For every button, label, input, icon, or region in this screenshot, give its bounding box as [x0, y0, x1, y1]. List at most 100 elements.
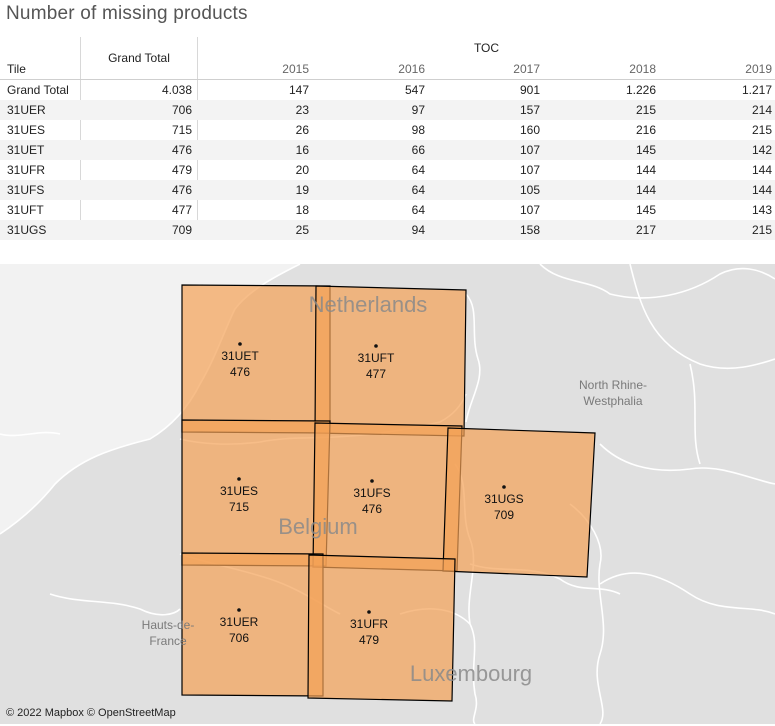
- tile-marker-31UET: [238, 342, 242, 346]
- tile-polygons: [181, 284, 596, 702]
- region-label-nrw-line2: Westphalia: [583, 394, 642, 408]
- row-value: 18: [295, 203, 309, 217]
- toc-group-header: TOC: [473, 41, 500, 55]
- year-header-2019: 2019: [745, 62, 772, 76]
- row-value: 144: [751, 183, 772, 197]
- region-label-hdf-line1: Hauts-de-: [142, 618, 195, 632]
- tile-value-31UFT: 477: [366, 367, 386, 381]
- row-tile: 31UFS: [7, 183, 45, 197]
- table-row: 31UES 715 26 98 160 216 215: [0, 120, 775, 140]
- sea-area: [0, 264, 300, 534]
- tile-31UFR[interactable]: [307, 554, 456, 702]
- row-value: 1.226: [625, 83, 656, 97]
- row-value: 26: [295, 123, 309, 137]
- tile-name-31UET: 31UET: [221, 349, 259, 363]
- row-value: 547: [404, 83, 425, 97]
- row-value: 107: [519, 163, 540, 177]
- row-value: 97: [411, 103, 425, 117]
- row-tile: 31UET: [7, 143, 45, 157]
- row-value: 20: [295, 163, 309, 177]
- year-header-2017: 2017: [513, 62, 540, 76]
- row-value: 1.217: [741, 83, 772, 97]
- tile-value-31UER: 706: [229, 631, 249, 645]
- region-label-hdf-line2: France: [149, 634, 187, 648]
- row-grand-total: 709: [171, 223, 192, 237]
- row-value: 25: [295, 223, 309, 237]
- row-value: 215: [751, 123, 772, 137]
- row-value: 64: [411, 203, 425, 217]
- table-row: 31UER 706 23 97 157 215 214: [0, 100, 775, 120]
- table-row: 31UFT 477 18 64 107 145 143: [0, 200, 775, 220]
- missing-products-table: Tile Grand Total TOC 2015 2016 2017 2018…: [0, 37, 775, 240]
- row-grand-total: 715: [171, 123, 192, 137]
- tile-name-31UFS: 31UFS: [353, 486, 390, 500]
- region-label-luxembourg: Luxembourg: [410, 661, 532, 686]
- tile-value-31UFS: 476: [362, 502, 382, 516]
- row-value: 142: [751, 143, 772, 157]
- year-header-2015: 2015: [282, 62, 309, 76]
- tile-value-31UFR: 479: [359, 633, 379, 647]
- row-value: 19: [295, 183, 309, 197]
- row-value: 217: [635, 223, 656, 237]
- row-value: 214: [751, 103, 772, 117]
- tile-marker-31UFT: [374, 344, 378, 348]
- region-label-netherlands: Netherlands: [309, 292, 428, 317]
- row-value: 105: [519, 183, 540, 197]
- year-header-2016: 2016: [398, 62, 425, 76]
- row-value: 145: [635, 203, 656, 217]
- table-row: 31UGS 709 25 94 158 217 215: [0, 220, 775, 240]
- row-grand-total: 476: [171, 143, 192, 157]
- row-value: 66: [411, 143, 425, 157]
- row-grand-total: 477: [171, 203, 192, 217]
- row-tile: 31UFT: [7, 203, 44, 217]
- row-value: 144: [635, 163, 656, 177]
- table-row-grand-total: Grand Total 4.038 147 547 901 1.226 1.21…: [0, 80, 775, 100]
- row-value: 64: [411, 183, 425, 197]
- tile-labels: 31UET 476 31UFT 477 31UES 715 31UFS 476 …: [220, 342, 524, 647]
- row-grand-total: 4.038: [161, 83, 192, 97]
- tile-marker-31UER: [237, 608, 241, 612]
- chart-title: Number of missing products: [6, 3, 248, 24]
- row-tile: 31UES: [7, 123, 46, 137]
- tile-marker-31UES: [237, 477, 241, 481]
- tile-map[interactable]: Netherlands Belgium Luxembourg North Rhi…: [0, 264, 775, 724]
- tile-31UGS[interactable]: [442, 427, 596, 578]
- row-value: 158: [519, 223, 540, 237]
- row-grand-total: 476: [171, 183, 192, 197]
- row-grand-total: 706: [171, 103, 192, 117]
- row-value: 16: [295, 143, 309, 157]
- table-row: 31UFS 476 19 64 105 144 144: [0, 180, 775, 200]
- tile-value-31UET: 476: [230, 365, 250, 379]
- row-tile: Grand Total: [7, 83, 69, 97]
- year-header-2018: 2018: [629, 62, 656, 76]
- row-value: 157: [519, 103, 540, 117]
- tile-name-31UER: 31UER: [220, 615, 259, 629]
- row-value: 216: [635, 123, 656, 137]
- region-label-belgium: Belgium: [278, 514, 357, 539]
- row-value: 107: [519, 203, 540, 217]
- row-value: 107: [519, 143, 540, 157]
- tile-value-31UES: 715: [229, 500, 249, 514]
- row-value: 94: [411, 223, 425, 237]
- tile-column-header: Tile: [7, 62, 26, 76]
- row-value: 160: [519, 123, 540, 137]
- tile-marker-31UFR: [367, 610, 371, 614]
- row-value: 145: [635, 143, 656, 157]
- map-canvas: Netherlands Belgium Luxembourg North Rhi…: [0, 264, 775, 724]
- grand-total-column-header: Grand Total: [108, 51, 170, 65]
- table-row: 31UET 476 16 66 107 145 142: [0, 140, 775, 160]
- row-value: 144: [751, 163, 772, 177]
- tile-name-31UFT: 31UFT: [358, 351, 395, 365]
- tile-name-31UGS: 31UGS: [484, 492, 523, 506]
- row-value: 64: [411, 163, 425, 177]
- table-row: 31UFR 479 20 64 107 144 144: [0, 160, 775, 180]
- map-attribution[interactable]: © 2022 Mapbox © OpenStreetMap: [6, 707, 176, 719]
- tile-marker-31UFS: [370, 479, 374, 483]
- row-value: 98: [411, 123, 425, 137]
- row-value: 23: [295, 103, 309, 117]
- tile-marker-31UGS: [502, 485, 506, 489]
- tile-name-31UFR: 31UFR: [350, 617, 388, 631]
- row-value: 901: [519, 83, 540, 97]
- row-value: 143: [751, 203, 772, 217]
- row-tile: 31UGS: [7, 223, 47, 237]
